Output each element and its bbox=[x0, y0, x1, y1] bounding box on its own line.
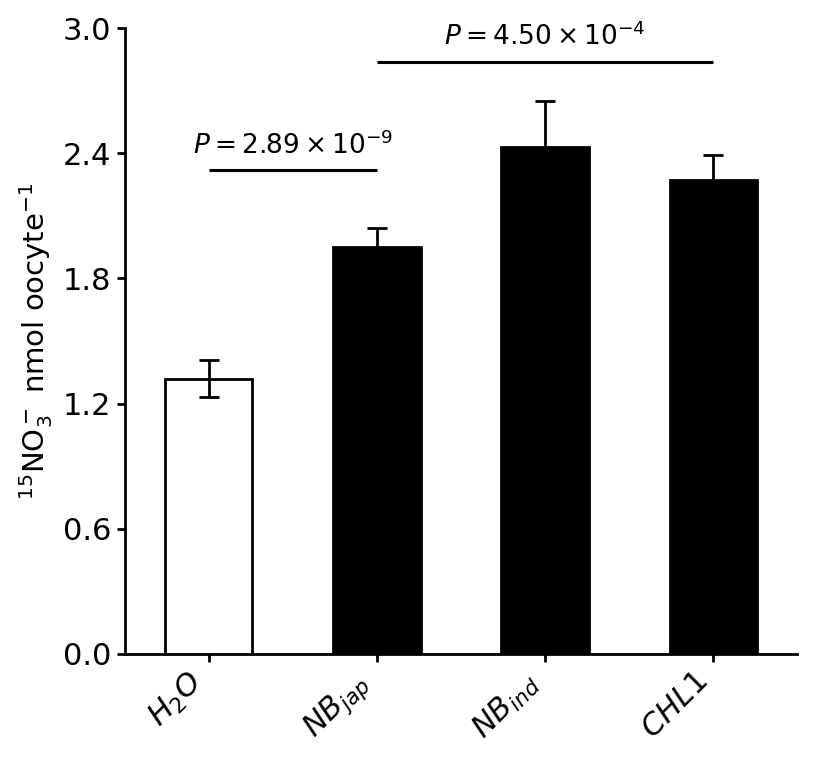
Bar bbox=[333, 247, 421, 654]
Bar bbox=[501, 147, 589, 654]
Bar bbox=[669, 180, 757, 654]
Text: $P = 2.89\times10^{-9}$: $P = 2.89\times10^{-9}$ bbox=[193, 131, 393, 159]
Y-axis label: $^{15}$NO$_3^-$ nmol oocyte$^{-1}$: $^{15}$NO$_3^-$ nmol oocyte$^{-1}$ bbox=[16, 182, 55, 500]
Bar bbox=[165, 378, 252, 654]
Text: $P = 4.50\times10^{-4}$: $P = 4.50\times10^{-4}$ bbox=[444, 23, 646, 51]
